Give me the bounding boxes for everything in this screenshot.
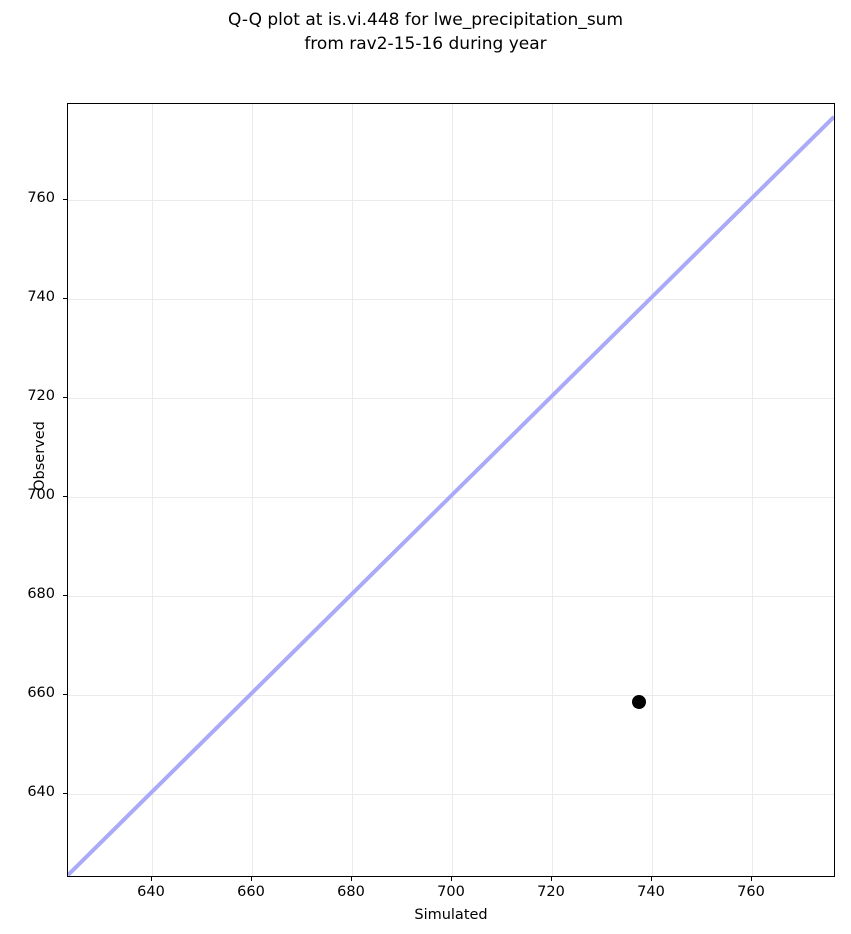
chart-title: Q-Q plot at is.vi.448 for lwe_precipitat… bbox=[227, 10, 624, 54]
x-tick-label: 680 bbox=[337, 884, 365, 900]
y-tick-mark bbox=[63, 396, 67, 398]
x-tick-mark bbox=[751, 877, 752, 881]
y-tick-label: 740 bbox=[27, 288, 55, 305]
plot-area[interactable] bbox=[67, 103, 835, 877]
gridline-vertical bbox=[652, 104, 653, 876]
y-axis-label: Observed bbox=[32, 421, 48, 491]
gridline-horizontal bbox=[68, 793, 834, 795]
y-tick-label: 640 bbox=[27, 783, 55, 800]
x-tick-label: 720 bbox=[537, 884, 565, 900]
gridline-horizontal bbox=[68, 694, 834, 696]
gridline-horizontal bbox=[68, 298, 834, 300]
gridline-vertical bbox=[152, 104, 153, 876]
gridline-horizontal bbox=[68, 200, 834, 201]
y-tick-mark bbox=[63, 297, 67, 299]
gridline-horizontal bbox=[68, 397, 834, 399]
y-tick-mark bbox=[63, 495, 67, 497]
y-tick-mark bbox=[63, 693, 67, 695]
gridline-horizontal bbox=[68, 595, 834, 597]
y-tick-mark bbox=[63, 199, 67, 200]
y-tick-label: 660 bbox=[27, 684, 55, 701]
x-tick-label: 660 bbox=[237, 884, 265, 900]
y-tick-label: 700 bbox=[27, 486, 55, 503]
y-tick-label: 680 bbox=[27, 585, 55, 602]
x-tick-mark bbox=[651, 877, 652, 881]
x-tick-mark bbox=[251, 877, 252, 881]
scatter-point[interactable] bbox=[632, 694, 646, 709]
x-tick-label: 640 bbox=[137, 884, 165, 900]
gridline-vertical bbox=[252, 104, 253, 876]
y-tick-mark bbox=[63, 792, 67, 794]
x-axis-label: Simulated bbox=[414, 907, 488, 923]
x-tick-mark bbox=[351, 877, 352, 881]
x-tick-mark bbox=[551, 877, 552, 881]
x-tick-mark bbox=[451, 877, 452, 881]
x-tick-mark bbox=[151, 877, 152, 881]
y-tick-mark bbox=[63, 594, 67, 596]
x-tick-label: 740 bbox=[637, 884, 665, 900]
identity-line bbox=[68, 104, 834, 876]
gridline-vertical bbox=[352, 104, 353, 876]
x-tick-label: 700 bbox=[437, 884, 465, 900]
gridline-vertical bbox=[452, 104, 453, 876]
gridline-vertical bbox=[552, 104, 553, 876]
y-tick-label: 760 bbox=[27, 190, 55, 206]
gridline-vertical bbox=[752, 104, 753, 876]
y-tick-label: 720 bbox=[27, 387, 55, 404]
x-tick-label: 760 bbox=[737, 884, 765, 900]
